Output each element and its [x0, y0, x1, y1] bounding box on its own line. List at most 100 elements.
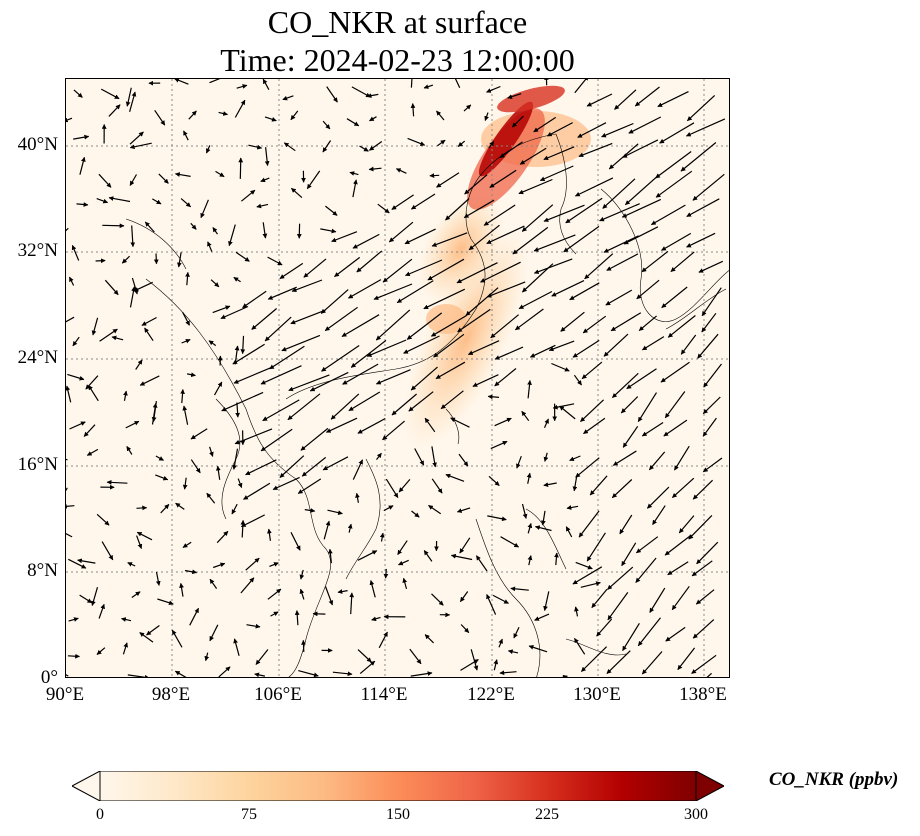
wind-arrow [518, 178, 553, 195]
wind-arrow [686, 198, 720, 218]
wind-arrow [234, 428, 273, 445]
wind-arrow [472, 374, 499, 387]
wind-arrow [659, 122, 695, 144]
wind-arrow [210, 279, 220, 288]
wind-arrow [543, 418, 549, 429]
wind-arrow [371, 616, 381, 622]
wind-arrow [397, 540, 408, 555]
wind-arrow [427, 258, 465, 281]
wind-arrow [692, 173, 725, 201]
wind-arrow [157, 598, 174, 606]
wind-arrow [72, 336, 80, 347]
lat-tick-label: 0° [40, 667, 58, 688]
wind-arrow [152, 198, 162, 205]
wind-arrow [464, 174, 488, 195]
wind-arrow [456, 507, 471, 513]
wind-arrow [569, 282, 600, 301]
wind-arrow [323, 520, 331, 540]
wind-arrow [325, 417, 358, 433]
wind-arrow [348, 391, 381, 412]
wind-arrow [554, 552, 559, 566]
wind-arrow [431, 232, 468, 247]
wind-arrow [125, 420, 140, 429]
wind-arrow [66, 385, 72, 403]
wind-arrow [573, 374, 582, 386]
lat-tick-label: 8°N [27, 560, 58, 581]
wind-arrow [208, 340, 217, 347]
lon-tick-label: 138°E [679, 684, 727, 705]
lon-tick-label: 114°E [360, 684, 408, 705]
colorbar-tick: 0 [96, 806, 104, 823]
wind-arrow [79, 594, 93, 604]
wind-arrow [139, 375, 160, 386]
wind-arrow [256, 203, 269, 209]
wind-arrow [518, 290, 553, 310]
wind-arrow [206, 492, 216, 504]
wind-arrow [486, 281, 526, 298]
wind-arrow [431, 593, 444, 606]
wind-arrow [636, 536, 659, 554]
wind-arrow [584, 253, 614, 280]
wind-arrow [667, 315, 696, 338]
wind-arrow [507, 649, 519, 655]
wind-arrow [463, 199, 495, 219]
wind-arrow [626, 368, 657, 390]
wind-arrow [269, 562, 279, 567]
wind-arrow [621, 542, 637, 567]
wind-arrow [429, 173, 440, 178]
wind-arrow [407, 137, 426, 146]
wind-arrow [151, 402, 158, 425]
wind-arrow [402, 577, 408, 590]
wind-arrow [238, 157, 244, 179]
wind-arrow [359, 660, 376, 675]
wind-arrow [599, 203, 640, 222]
wind-arrow [298, 670, 319, 677]
wind-arrow [301, 456, 327, 477]
wind-arrow [561, 674, 568, 677]
wind-arrow [341, 314, 380, 338]
wind-arrow [660, 361, 690, 383]
wind-arrow [66, 532, 73, 538]
wind-arrow [543, 452, 549, 462]
wind-arrow [695, 589, 715, 605]
wind-arrow [637, 392, 658, 423]
wind-arrow [685, 118, 726, 137]
wind-arrow [220, 305, 249, 320]
wind-arrow [539, 165, 574, 182]
wind-arrow [129, 91, 137, 112]
wind-arrow [331, 231, 358, 243]
wind-arrow [136, 531, 153, 541]
wind-arrow [66, 674, 69, 677]
wind-arrow [232, 448, 239, 470]
wind-arrow [499, 141, 523, 159]
wind-arrow [213, 562, 226, 569]
wind-arrow [106, 480, 128, 485]
wind-arrow [204, 652, 210, 662]
wind-arrow [382, 420, 405, 441]
wind-arrow [290, 309, 326, 325]
wind-arrow [494, 368, 517, 387]
wind-arrow [213, 381, 223, 396]
wind-arrow [573, 637, 586, 655]
wind-arrow [551, 362, 570, 372]
wind-arrow [603, 333, 629, 357]
wind-arrow [233, 276, 241, 283]
wind-arrow [465, 287, 499, 316]
wind-arrow [467, 340, 500, 356]
wind-arrow [330, 393, 360, 420]
wind-arrow [405, 259, 443, 277]
wind-arrow [511, 115, 524, 128]
wind-arrow [673, 445, 690, 471]
wind-arrow [175, 502, 185, 510]
wind-arrow [182, 477, 188, 490]
wind-arrow [234, 345, 240, 365]
wind-arrow [702, 417, 717, 437]
wind-arrow [458, 453, 469, 467]
wind-arrow [410, 671, 433, 677]
wind-arrow [240, 519, 246, 538]
wind-arrow [498, 638, 503, 648]
wind-arrow [129, 174, 138, 186]
wind-arrow [260, 365, 302, 385]
wind-arrow [376, 452, 382, 460]
wind-arrow [235, 251, 250, 262]
